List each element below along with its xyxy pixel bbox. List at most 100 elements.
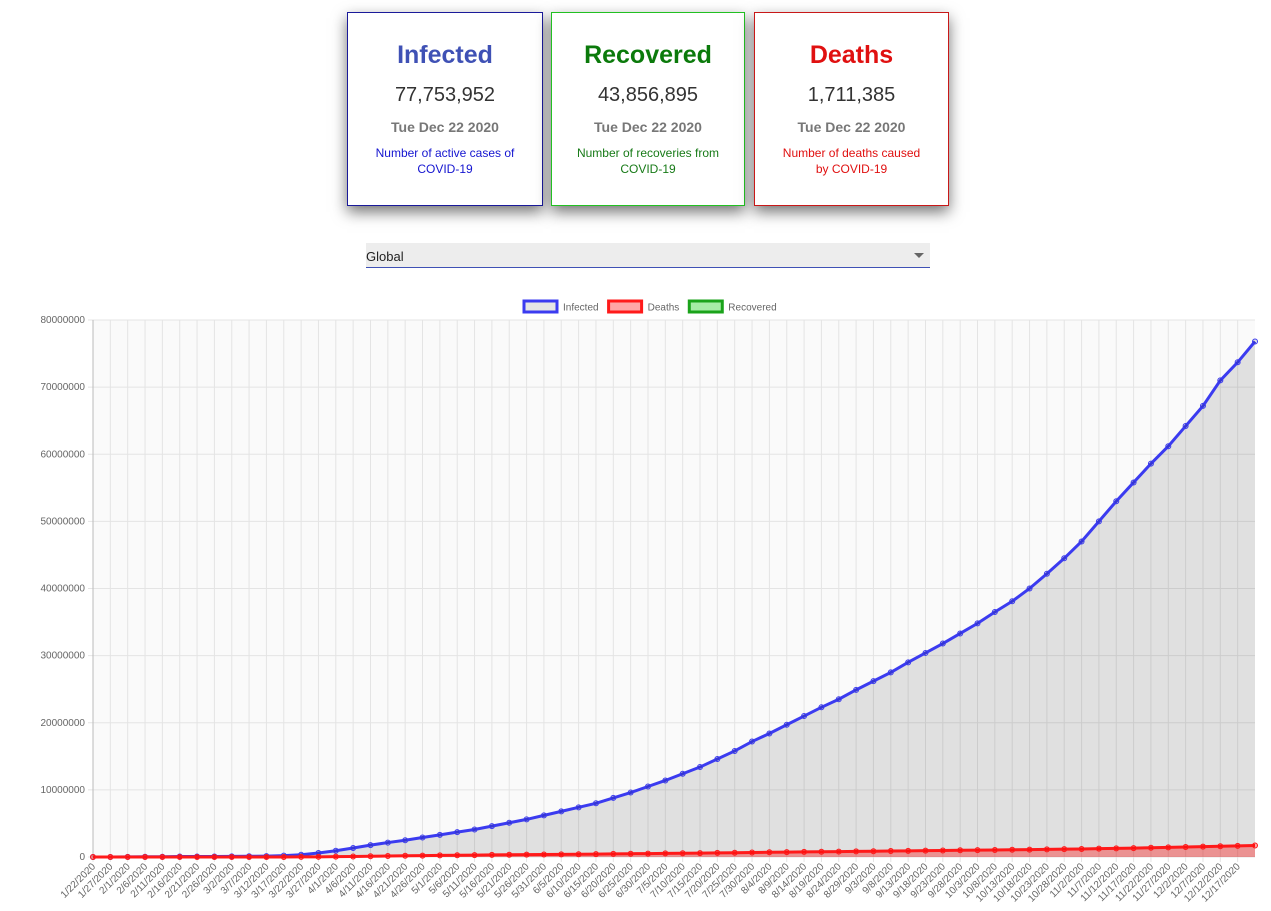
point xyxy=(766,730,773,737)
card-title: Deaths xyxy=(809,41,894,69)
point xyxy=(1252,842,1258,849)
point xyxy=(506,819,513,826)
legend-label: Infected xyxy=(563,303,599,314)
point xyxy=(280,853,287,860)
point xyxy=(853,686,860,693)
point xyxy=(488,823,495,830)
point xyxy=(506,851,513,858)
point xyxy=(939,640,946,647)
point xyxy=(974,847,981,854)
card-date: Tue Dec 22 2020 xyxy=(391,119,499,135)
point xyxy=(142,853,149,860)
point xyxy=(922,847,929,854)
point xyxy=(1147,460,1154,467)
point xyxy=(662,777,669,784)
point xyxy=(454,852,461,859)
area xyxy=(93,845,1255,857)
point xyxy=(1061,555,1068,562)
point xyxy=(90,853,96,860)
point xyxy=(679,850,686,857)
point xyxy=(1009,846,1016,853)
card-title: Infected xyxy=(397,41,493,69)
point xyxy=(228,853,235,860)
point xyxy=(592,851,599,858)
point xyxy=(246,853,253,860)
point xyxy=(332,847,339,854)
point xyxy=(540,812,547,819)
select-value: Global xyxy=(366,249,404,264)
point xyxy=(558,851,565,858)
point xyxy=(1217,377,1224,384)
legend-swatch xyxy=(607,299,644,314)
point xyxy=(298,853,305,860)
point xyxy=(801,713,808,720)
point xyxy=(991,608,998,615)
card-description: Number of deaths caused by COVID-19 xyxy=(782,146,921,176)
point xyxy=(870,848,877,855)
point xyxy=(922,649,929,656)
point xyxy=(1182,423,1189,430)
y-tick-label: 80000000 xyxy=(41,315,86,326)
point xyxy=(176,853,183,860)
point xyxy=(905,847,912,854)
point xyxy=(1113,498,1120,505)
y-tick-label: 60000000 xyxy=(41,449,86,460)
point xyxy=(644,783,651,790)
point xyxy=(454,829,461,836)
legend-swatch xyxy=(687,299,724,314)
point xyxy=(1182,843,1189,850)
point xyxy=(194,853,201,860)
dropdown-arrow xyxy=(914,253,924,258)
chart: 0 10000000 20000000 30000000 40000000 5000000… xyxy=(41,299,1258,905)
point xyxy=(107,853,114,860)
point xyxy=(315,853,322,860)
point xyxy=(870,678,877,685)
point xyxy=(1199,843,1206,850)
y-tick-label: 40000000 xyxy=(41,584,86,595)
card-value: 1,711,385 xyxy=(807,84,896,106)
card-description: Number of recoveries from COVID-19 xyxy=(576,146,720,176)
point xyxy=(835,848,842,855)
point xyxy=(1095,518,1102,525)
point xyxy=(1234,842,1241,849)
point xyxy=(1130,845,1137,852)
point xyxy=(1113,845,1120,852)
point xyxy=(731,747,738,754)
point xyxy=(610,850,617,857)
point xyxy=(263,853,270,860)
point xyxy=(801,848,808,855)
point xyxy=(714,755,721,762)
card-date: Tue Dec 22 2020 xyxy=(797,119,906,135)
point xyxy=(749,738,756,745)
point xyxy=(644,850,651,857)
point xyxy=(540,851,547,858)
point xyxy=(887,848,894,855)
y-tick-label: 70000000 xyxy=(41,382,86,393)
point xyxy=(419,852,426,859)
point xyxy=(1026,585,1033,592)
point xyxy=(957,847,964,854)
card-value: 43,856,895 xyxy=(597,84,699,106)
point xyxy=(1165,844,1172,851)
point xyxy=(471,852,478,859)
point xyxy=(974,620,981,627)
point xyxy=(384,853,391,860)
y-tick-label: 50000000 xyxy=(41,516,86,527)
y-tick-label: 30000000 xyxy=(41,651,86,662)
region-select[interactable]: Global xyxy=(366,243,930,268)
point xyxy=(766,849,773,856)
point xyxy=(1043,570,1050,577)
card-infected: Infected 77,753,952 Tue Dec 22 2020 Numb… xyxy=(347,12,543,206)
point xyxy=(1252,338,1258,345)
point xyxy=(159,853,166,860)
point xyxy=(436,852,443,859)
point xyxy=(610,794,617,801)
area xyxy=(93,341,1255,858)
point xyxy=(679,770,686,777)
point xyxy=(1130,479,1137,486)
point xyxy=(350,845,357,852)
point xyxy=(436,831,443,838)
point xyxy=(783,721,790,728)
point xyxy=(905,659,912,666)
